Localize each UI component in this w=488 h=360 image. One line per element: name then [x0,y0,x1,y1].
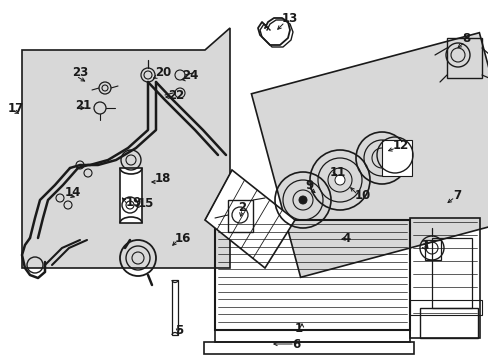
Text: 12: 12 [392,139,408,152]
Text: 10: 10 [354,189,370,202]
Bar [409,218,479,338]
Bar [431,238,471,308]
Text: 17: 17 [8,102,24,114]
Text: 2: 2 [238,201,245,213]
Text: 20: 20 [155,66,171,78]
Circle shape [334,175,345,185]
Text: 5: 5 [175,324,183,337]
Text: 11: 11 [329,166,346,179]
Text: 15: 15 [138,197,154,210]
Bar [172,280,178,335]
Text: 18: 18 [155,171,171,185]
Text: 4: 4 [341,231,349,244]
Polygon shape [22,28,229,268]
Bar [446,38,481,78]
Text: 13: 13 [282,12,298,24]
Text: 7: 7 [452,189,460,202]
Text: 21: 21 [75,99,91,112]
Bar [419,308,477,338]
Bar [409,300,481,315]
Text: 23: 23 [72,66,88,78]
Bar [215,330,409,342]
Bar [203,342,413,354]
Text: 14: 14 [65,185,81,198]
Text: 9: 9 [305,179,313,192]
Bar [227,200,252,232]
Text: 19: 19 [126,195,142,208]
Text: 16: 16 [175,231,191,244]
Text: 22: 22 [168,89,184,102]
Bar [381,140,411,176]
Text: 8: 8 [461,32,469,45]
Text: 1: 1 [294,321,303,334]
Text: 3: 3 [419,239,427,252]
Text: 6: 6 [291,338,300,351]
Polygon shape [204,170,294,268]
Bar [424,240,440,260]
Polygon shape [251,33,488,277]
Bar [215,220,409,330]
Circle shape [298,196,306,204]
Bar [120,168,142,223]
Text: 24: 24 [182,68,198,81]
